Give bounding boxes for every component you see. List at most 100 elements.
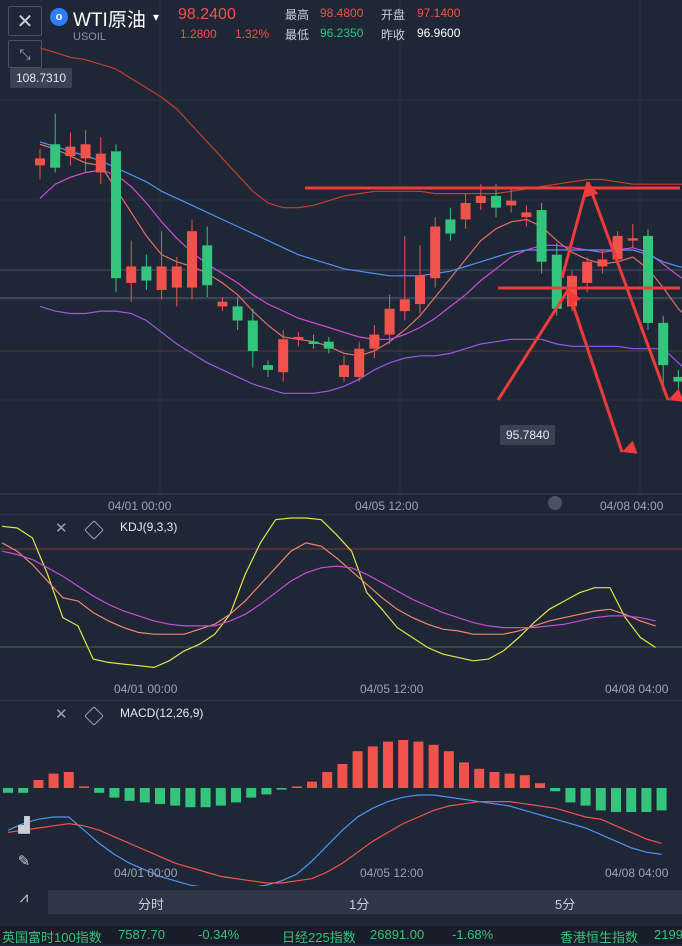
macd-bar [443,751,454,788]
bars-icon: ▟ [18,817,30,834]
macd-bar [200,788,211,808]
macd-bar [18,788,29,793]
macd-close-icon[interactable]: ✕ [55,706,68,723]
ma-line-1 [39,143,682,357]
candle-body [293,336,304,340]
macd-bar [185,788,196,808]
candle-body [536,210,547,262]
candle-body [673,376,682,382]
open-label: 开盘 [381,8,406,22]
macd-bar [231,788,241,803]
shrink-button[interactable]: ⤡ [8,40,42,68]
annotation-arrowhead [584,182,599,198]
ticker-name-1[interactable]: 英国富时100指数 [2,930,102,945]
macd-bar [595,788,606,811]
candle-body [521,212,532,218]
symbol-logo: o [50,8,68,26]
annotation-arrowhead [668,388,682,402]
macd-bar [337,764,348,788]
close-icon: ✕ [16,10,34,33]
candle-body [187,231,197,288]
kdj-line-D [1,550,656,629]
macd-bar [48,773,59,788]
macd-bar [79,786,89,788]
annotation-line [586,181,670,401]
kdj-close-icon[interactable]: ✕ [55,520,68,537]
macd-bar [3,788,13,793]
ma-line-5 [39,305,682,394]
annotation-arrowhead [568,290,582,306]
annotation-line [560,181,590,279]
period-tab-1min[interactable]: 1分 [349,897,370,912]
macd-time-label-1: 04/01 00:00 [114,866,178,880]
price-change-percent: 1.32% [235,27,270,41]
indicator-tool-button[interactable]: ▟ [8,812,40,838]
macd-bar [383,741,393,788]
candle-body [35,158,45,166]
macd-bar [307,781,317,788]
candle-body [399,299,410,312]
candle-body [491,195,501,208]
ticker-value-2: 26891.00 [370,927,425,942]
candle-body [323,341,334,349]
candle-body [567,275,577,307]
candle-body [50,144,61,168]
prev-close-value: 96.9600 [417,26,461,40]
macd-bar [489,772,500,788]
annotation-arrowhead [622,440,638,454]
candle-body [551,254,562,309]
candle-body [627,238,638,241]
candle-body [156,266,167,290]
open-value: 97.1400 [417,6,461,20]
high-value: 98.4800 [320,6,364,20]
candle-body [339,365,349,377]
pencil-icon: ✎ [17,853,31,870]
candle-body [582,261,593,283]
macd-bar [626,788,637,812]
macd-bar [504,773,515,788]
last-price: 98.2400 [178,6,236,23]
macd-bar [550,788,561,792]
candle-body [354,348,365,377]
scroll-handle-icon[interactable] [548,496,562,510]
candle-body [475,195,486,203]
candle-body [202,245,213,286]
ticker-value-1: 7587.70 [118,927,165,942]
min-price-tag: 95.7840 [500,425,556,445]
candle-body [111,151,121,279]
candle-body [445,219,456,234]
chart-type-button[interactable]: ⩘ [8,884,40,910]
ticker-name-2[interactable]: 日经225指数 [282,930,356,945]
close-button[interactable]: ✕ [8,6,42,36]
price-change: 1.2800 [180,27,217,41]
macd-bar [322,772,333,788]
ma-line-4 [39,47,682,209]
candle-body [95,153,106,173]
macd-bar [261,788,272,795]
macd-line-dea [7,800,662,884]
macd-bar [276,788,287,790]
candle-body [308,341,319,344]
ticker-change-1: -0.34% [198,927,240,942]
macd-bar [474,768,485,788]
macd-bar [580,788,591,806]
main-candlestick-chart[interactable] [0,0,682,495]
candle-body [612,235,623,260]
symbol-name[interactable]: WTI原油 [73,10,146,31]
shrink-icon: ⤡ [19,45,31,62]
candle-body [171,266,182,288]
main-time-label-1: 04/01 00:00 [108,499,172,513]
period-selector [48,890,682,914]
macd-bar [459,762,469,788]
period-tab-timeline[interactable]: 分时 [138,897,165,912]
macd-bar [352,751,363,788]
low-value: 96.2350 [320,26,364,40]
draw-tool-button[interactable]: ✎ [8,848,40,874]
kdj-line-J [1,517,656,669]
candle-body [460,203,471,220]
high-label: 最高 [285,8,310,22]
ticker-name-3[interactable]: 香港恒生指数 [560,930,639,945]
period-tab-5min[interactable]: 5分 [555,897,576,912]
macd-bar [291,786,302,788]
chevron-down-icon[interactable]: ▾ [153,10,160,24]
